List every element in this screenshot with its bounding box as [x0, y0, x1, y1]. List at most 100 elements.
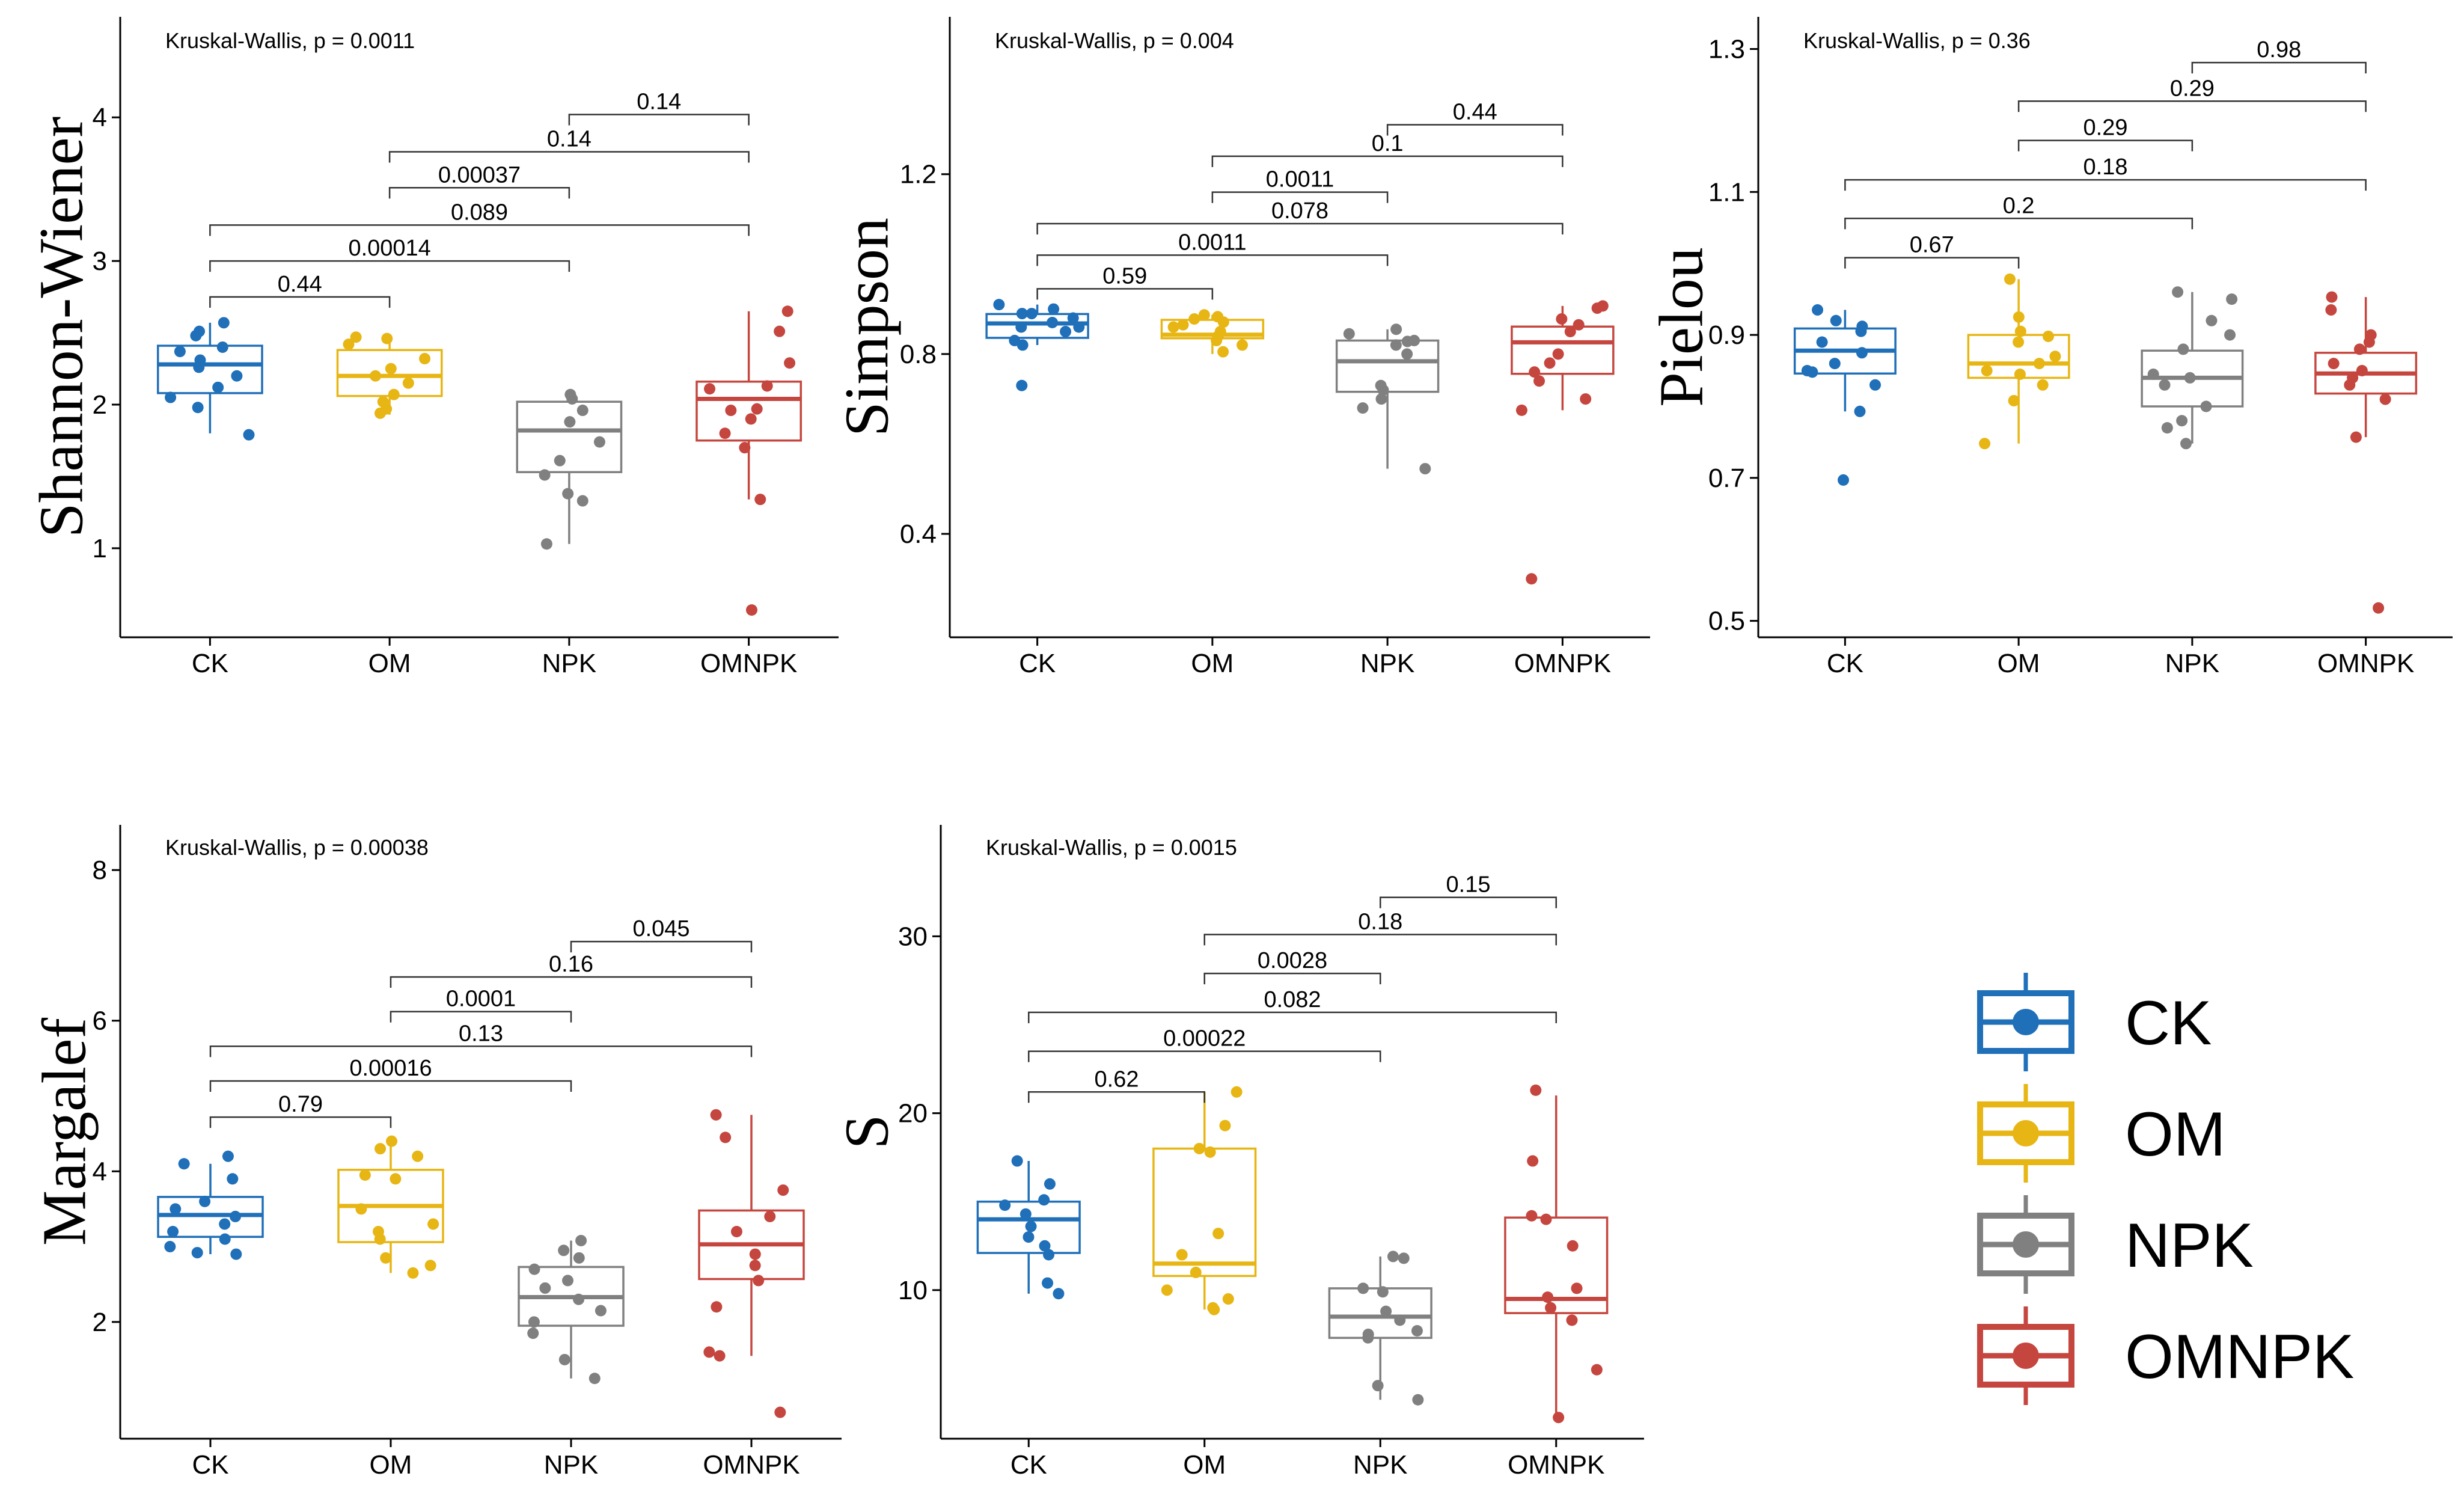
bracket-line — [2017, 139, 2193, 152]
legend-key-point — [2013, 1231, 2039, 1258]
data-point — [1390, 339, 1402, 351]
legend-item-om: OM — [1977, 1084, 2226, 1183]
p-value-label: 0.0001 — [446, 987, 516, 1012]
box-iqr — [1511, 325, 1615, 375]
box-iqr — [1152, 1147, 1257, 1278]
data-point — [1377, 1286, 1389, 1298]
data-point — [761, 380, 773, 392]
data-point — [1979, 438, 1991, 450]
bracket-line — [1036, 288, 1214, 300]
bracket-line — [388, 151, 750, 163]
data-point — [1591, 302, 1603, 314]
data-point — [562, 488, 574, 500]
data-point — [1591, 1364, 1603, 1376]
data-point — [2356, 365, 2368, 377]
data-point — [1048, 303, 1060, 315]
data-point — [427, 1218, 439, 1230]
p-value-label: 0.14 — [637, 89, 681, 114]
data-point — [343, 338, 355, 351]
data-point — [386, 1135, 398, 1147]
box-ck — [985, 299, 1089, 391]
data-point — [528, 1263, 540, 1275]
bracket-line — [390, 1011, 572, 1023]
p-value-label: 0.15 — [1446, 872, 1491, 898]
significance-bracket: 0.29 — [2017, 115, 2193, 152]
data-point — [1545, 1302, 1557, 1314]
p-value-label: 0.0011 — [1178, 230, 1246, 255]
data-point — [219, 1233, 231, 1245]
data-point — [1854, 405, 1866, 417]
data-point — [1816, 336, 1828, 348]
significance-bracket: 0.15 — [1380, 872, 1557, 908]
data-point — [1515, 404, 1527, 416]
data-point — [1167, 321, 1179, 333]
box-npk — [2141, 286, 2244, 450]
y-tick-label: 3 — [93, 246, 107, 276]
data-point — [566, 393, 578, 405]
bracket-line — [209, 1080, 572, 1092]
data-point — [1343, 328, 1355, 340]
data-point — [1198, 309, 1210, 321]
data-point — [419, 353, 431, 365]
data-point — [193, 361, 205, 373]
data-point — [725, 405, 737, 417]
data-point — [1073, 321, 1085, 333]
significance-bracket: 0.00016 — [209, 1056, 572, 1092]
legend-key-point — [2013, 1120, 2039, 1147]
data-point — [1188, 313, 1200, 325]
significance-bracket: 0.18 — [1203, 909, 1557, 946]
box-ck — [157, 1150, 264, 1260]
p-value-label: 0.29 — [2083, 115, 2128, 141]
significance-bracket: 0.00022 — [1028, 1026, 1381, 1062]
y-tick-label: 2 — [93, 390, 107, 420]
data-point — [1039, 1240, 1051, 1252]
p-value-label: 0.44 — [1453, 99, 1497, 124]
data-point — [774, 325, 786, 337]
data-point — [1362, 1332, 1374, 1344]
legend-label: CK — [2125, 988, 2212, 1058]
box-ck — [1793, 304, 1897, 486]
p-value-label: 0.00037 — [438, 162, 521, 188]
box-om — [1152, 1086, 1257, 1315]
p-value-label: 0.082 — [1264, 987, 1321, 1012]
significance-bracket: 0.14 — [388, 127, 750, 163]
significance-bracket: 0.0011 — [1211, 167, 1389, 203]
p-value-label: 0.62 — [1095, 1067, 1139, 1092]
box-ck — [976, 1155, 1081, 1300]
data-point — [1542, 1291, 1554, 1303]
significance-bracket: 0.078 — [1036, 198, 1564, 234]
data-point — [1869, 379, 1881, 391]
y-tick-label: 0.5 — [1708, 607, 1745, 636]
y-tick-label: 0.4 — [900, 519, 937, 549]
data-point — [2172, 286, 2184, 298]
kruskal-wallis-label: Kruskal-Wallis, p = 0.00038 — [165, 835, 429, 860]
p-value-label: 0.2 — [2003, 193, 2035, 218]
significance-bracket: 0.082 — [1028, 987, 1557, 1023]
data-point — [539, 1282, 551, 1294]
significance-bracket: 0.62 — [1028, 1067, 1205, 1103]
data-point — [2004, 273, 2016, 285]
box-npk — [516, 388, 623, 550]
data-point — [2206, 314, 2218, 326]
box-om — [337, 1135, 444, 1279]
y-tick-label: 4 — [93, 1157, 107, 1186]
data-point — [1208, 1303, 1220, 1315]
data-point — [1377, 384, 1389, 396]
significance-bracket: 0.1 — [1211, 131, 1564, 167]
data-point — [1553, 1412, 1565, 1424]
y-axis-title: Simpson — [832, 218, 901, 436]
significance-bracket: 0.29 — [2017, 76, 2367, 112]
data-point — [2184, 372, 2196, 384]
y-tick-label: 0.9 — [1708, 320, 1745, 350]
significance-bracket: 0.0011 — [1036, 230, 1389, 266]
data-point — [1564, 325, 1576, 337]
data-point — [576, 405, 588, 417]
data-point — [2379, 393, 2391, 405]
p-value-label: 0.1 — [1372, 131, 1404, 156]
box-omnpk — [698, 1109, 805, 1418]
data-point — [754, 494, 766, 506]
data-point — [527, 1327, 539, 1340]
x-tick-label: OMNPK — [1508, 1450, 1604, 1480]
data-point — [2325, 304, 2337, 316]
significance-bracket: 0.14 — [568, 89, 750, 126]
